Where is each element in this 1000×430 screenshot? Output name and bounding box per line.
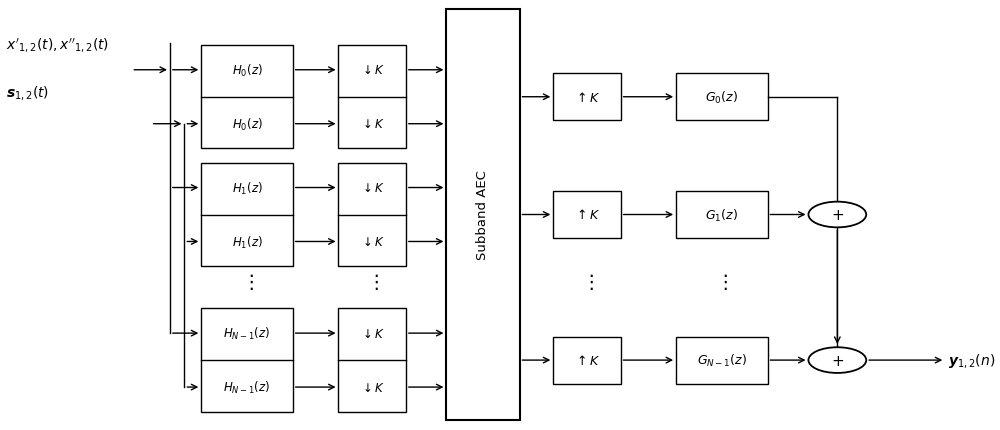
Text: $G_{N-1}(z)$: $G_{N-1}(z)$: [697, 352, 747, 368]
Circle shape: [808, 202, 866, 228]
Text: $G_0(z)$: $G_0(z)$: [705, 89, 738, 105]
Text: $H_0(z)$: $H_0(z)$: [232, 63, 262, 79]
Bar: [338, 46, 406, 149]
Text: $\downarrow K$: $\downarrow K$: [360, 327, 385, 340]
Bar: [676, 337, 768, 384]
Text: $\downarrow K$: $\downarrow K$: [360, 64, 385, 77]
Bar: [553, 74, 621, 121]
Text: $\uparrow K$: $\uparrow K$: [574, 353, 600, 367]
Text: $x'_{1,2}(t), x''_{1,2}(t)$: $x'_{1,2}(t), x''_{1,2}(t)$: [6, 37, 109, 55]
Text: $\boldsymbol{s}_{1,2}(t)$: $\boldsymbol{s}_{1,2}(t)$: [6, 84, 49, 102]
Text: $H_0(z)$: $H_0(z)$: [232, 117, 262, 132]
Text: $\downarrow K$: $\downarrow K$: [360, 381, 385, 393]
Text: $H_1(z)$: $H_1(z)$: [232, 234, 262, 250]
Text: $\downarrow K$: $\downarrow K$: [360, 236, 385, 249]
Text: +: +: [831, 353, 844, 368]
Text: $\vdots$: $\vdots$: [715, 271, 728, 291]
Circle shape: [808, 347, 866, 373]
Text: +: +: [831, 208, 844, 222]
Bar: [553, 191, 621, 239]
Text: $\boldsymbol{y}_{1,2}(n)$: $\boldsymbol{y}_{1,2}(n)$: [948, 351, 995, 369]
Bar: [201, 163, 293, 267]
Bar: [676, 191, 768, 239]
Text: $\downarrow K$: $\downarrow K$: [360, 118, 385, 131]
Bar: [338, 309, 406, 412]
Text: $\uparrow K$: $\uparrow K$: [574, 91, 600, 104]
Bar: [201, 309, 293, 412]
Text: $\downarrow K$: $\downarrow K$: [360, 181, 385, 194]
Text: $\vdots$: $\vdots$: [581, 271, 593, 291]
Text: Subband AEC: Subband AEC: [476, 170, 489, 260]
Text: $\vdots$: $\vdots$: [366, 271, 379, 291]
Text: $G_1(z)$: $G_1(z)$: [705, 207, 738, 223]
Text: $\uparrow K$: $\uparrow K$: [574, 208, 600, 222]
Bar: [338, 163, 406, 267]
Bar: [201, 46, 293, 149]
Bar: [676, 74, 768, 121]
Text: $H_{N-1}(z)$: $H_{N-1}(z)$: [223, 379, 270, 395]
Bar: [553, 337, 621, 384]
Text: $H_{N-1}(z)$: $H_{N-1}(z)$: [223, 326, 270, 341]
Text: $H_1(z)$: $H_1(z)$: [232, 180, 262, 196]
Bar: [446, 10, 520, 420]
Text: $\vdots$: $\vdots$: [241, 271, 253, 291]
